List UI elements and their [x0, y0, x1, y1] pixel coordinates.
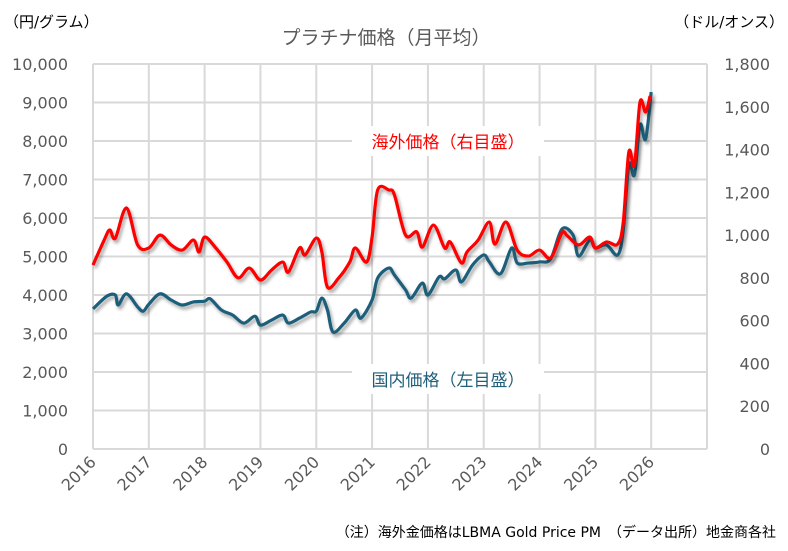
x-tick-label: 2023 [448, 452, 490, 494]
left-tick-label: 4,000 [22, 286, 68, 305]
right-tick-label: 1,800 [724, 55, 770, 74]
right-tick-label: 1,000 [724, 226, 770, 245]
series-line-overseas [91, 95, 652, 290]
right-tick-label: 1,400 [724, 141, 770, 160]
series-lines [91, 91, 653, 334]
footnote: （注）海外金価格はLBMA Gold Price PM （データ出所）地金商各社 [336, 524, 776, 541]
x-tick-label: 2019 [225, 452, 267, 494]
left-tick-label: 1,000 [22, 402, 68, 421]
legend-overseas: 海外価格（右目盛） [372, 133, 525, 153]
left-tick-label: 8,000 [22, 132, 68, 151]
right-axis-unit: （ドル/オンス） [674, 13, 784, 31]
x-tick-label: 2018 [169, 452, 211, 494]
left-axis-unit: （円/グラム） [4, 13, 99, 31]
left-tick-label: 5,000 [22, 248, 68, 267]
right-tick-label: 800 [739, 269, 770, 288]
right-tick-label: 0 [760, 440, 770, 459]
x-tick-label: 2024 [504, 452, 546, 494]
right-tick-label: 600 [739, 312, 770, 331]
x-tick-label: 2017 [113, 452, 155, 494]
chart-title: プラチナ価格（月平均） [281, 27, 490, 49]
x-tick-label: 2022 [393, 452, 435, 494]
left-tick-label: 9,000 [22, 94, 68, 113]
x-tick-label: 2021 [337, 452, 379, 494]
grid: 0 1,000 2,000 3,000 4,000 5,000 6,000 7,000 8,00… [12, 55, 770, 495]
left-tick-label: 7,000 [22, 171, 68, 190]
left-tick-label: 10,000 [12, 55, 68, 74]
left-tick-label: 6,000 [22, 209, 68, 228]
x-tick-label: 2020 [281, 452, 323, 494]
right-tick-label: 1,600 [724, 98, 770, 117]
left-tick-label: 2,000 [22, 363, 68, 382]
right-tick-label: 400 [739, 354, 770, 373]
x-tick-label: 2025 [560, 452, 602, 494]
right-tick-label: 200 [739, 397, 770, 416]
left-tick-label: 3,000 [22, 325, 68, 344]
x-tick-label: 2026 [616, 452, 658, 494]
right-tick-label: 1,200 [724, 183, 770, 202]
left-tick-label: 0 [58, 440, 68, 459]
legend-domestic: 国内価格（左目盛） [372, 371, 525, 391]
